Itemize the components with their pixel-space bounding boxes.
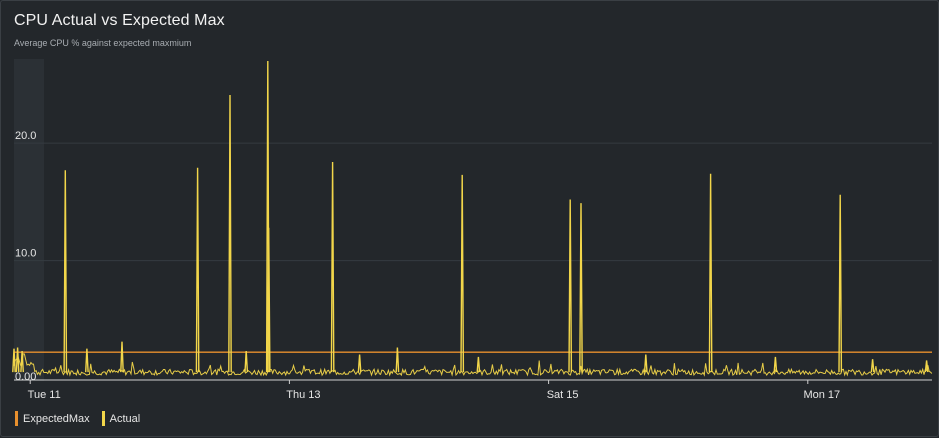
x-tick-label: Thu 13 <box>286 389 320 401</box>
chart-subtitle: Average CPU % against expected maxmium <box>14 38 192 48</box>
series-line-actual <box>13 353 933 377</box>
legend-label-actual: Actual <box>109 412 141 425</box>
data-point-actual <box>330 161 335 373</box>
data-point-actual <box>85 348 89 373</box>
data-point-actual <box>228 94 232 373</box>
data-point-actual <box>12 348 16 373</box>
legend: ExpectedMax Actual <box>15 411 140 426</box>
y-tick-label: 20.0 <box>15 130 36 142</box>
legend-swatch-expectedmax <box>15 411 18 426</box>
series-layer <box>12 60 933 377</box>
legend-swatch-actual <box>101 411 105 426</box>
y-tick-label: 10.0 <box>15 248 36 260</box>
data-point-actual <box>120 341 124 373</box>
data-point-actual <box>460 174 465 373</box>
data-point-actual <box>63 170 68 373</box>
data-point-actual <box>244 350 249 373</box>
data-point-actual <box>870 359 875 373</box>
data-point-actual <box>643 354 648 373</box>
data-point-actual <box>476 356 481 373</box>
grid-lines <box>14 142 932 381</box>
data-point-actual <box>266 227 271 373</box>
data-point-actual <box>568 199 573 373</box>
data-point-actual <box>195 167 200 373</box>
x-tick-label: Mon 17 <box>803 389 840 401</box>
x-tick-label: Tue 11 <box>28 389 61 401</box>
data-point-actual <box>773 356 778 373</box>
x-tick-label: Sat 15 <box>547 389 579 401</box>
legend-label-expectedmax: ExpectedMax <box>23 412 90 425</box>
data-point-actual <box>924 360 929 373</box>
data-point-actual <box>708 173 713 373</box>
data-point-actual <box>357 354 362 373</box>
data-point-actual <box>395 347 400 373</box>
y-ticks: 0.00 10.0 20.0 <box>15 130 36 383</box>
data-point-actual <box>15 347 20 373</box>
chart-title: CPU Actual vs Expected Max <box>14 12 225 29</box>
x-ticks: Tue 11 Thu 13 Sat 15 Mon 17 <box>28 380 840 401</box>
y-tick-label: 0.00 <box>15 371 36 383</box>
plot-hover-band <box>14 59 44 381</box>
legend-item-expectedmax[interactable]: ExpectedMax <box>15 411 90 426</box>
data-point-actual <box>20 350 24 373</box>
legend-item-actual[interactable]: Actual <box>101 411 141 426</box>
data-point-actual <box>838 194 843 373</box>
data-point-actual <box>579 203 583 373</box>
